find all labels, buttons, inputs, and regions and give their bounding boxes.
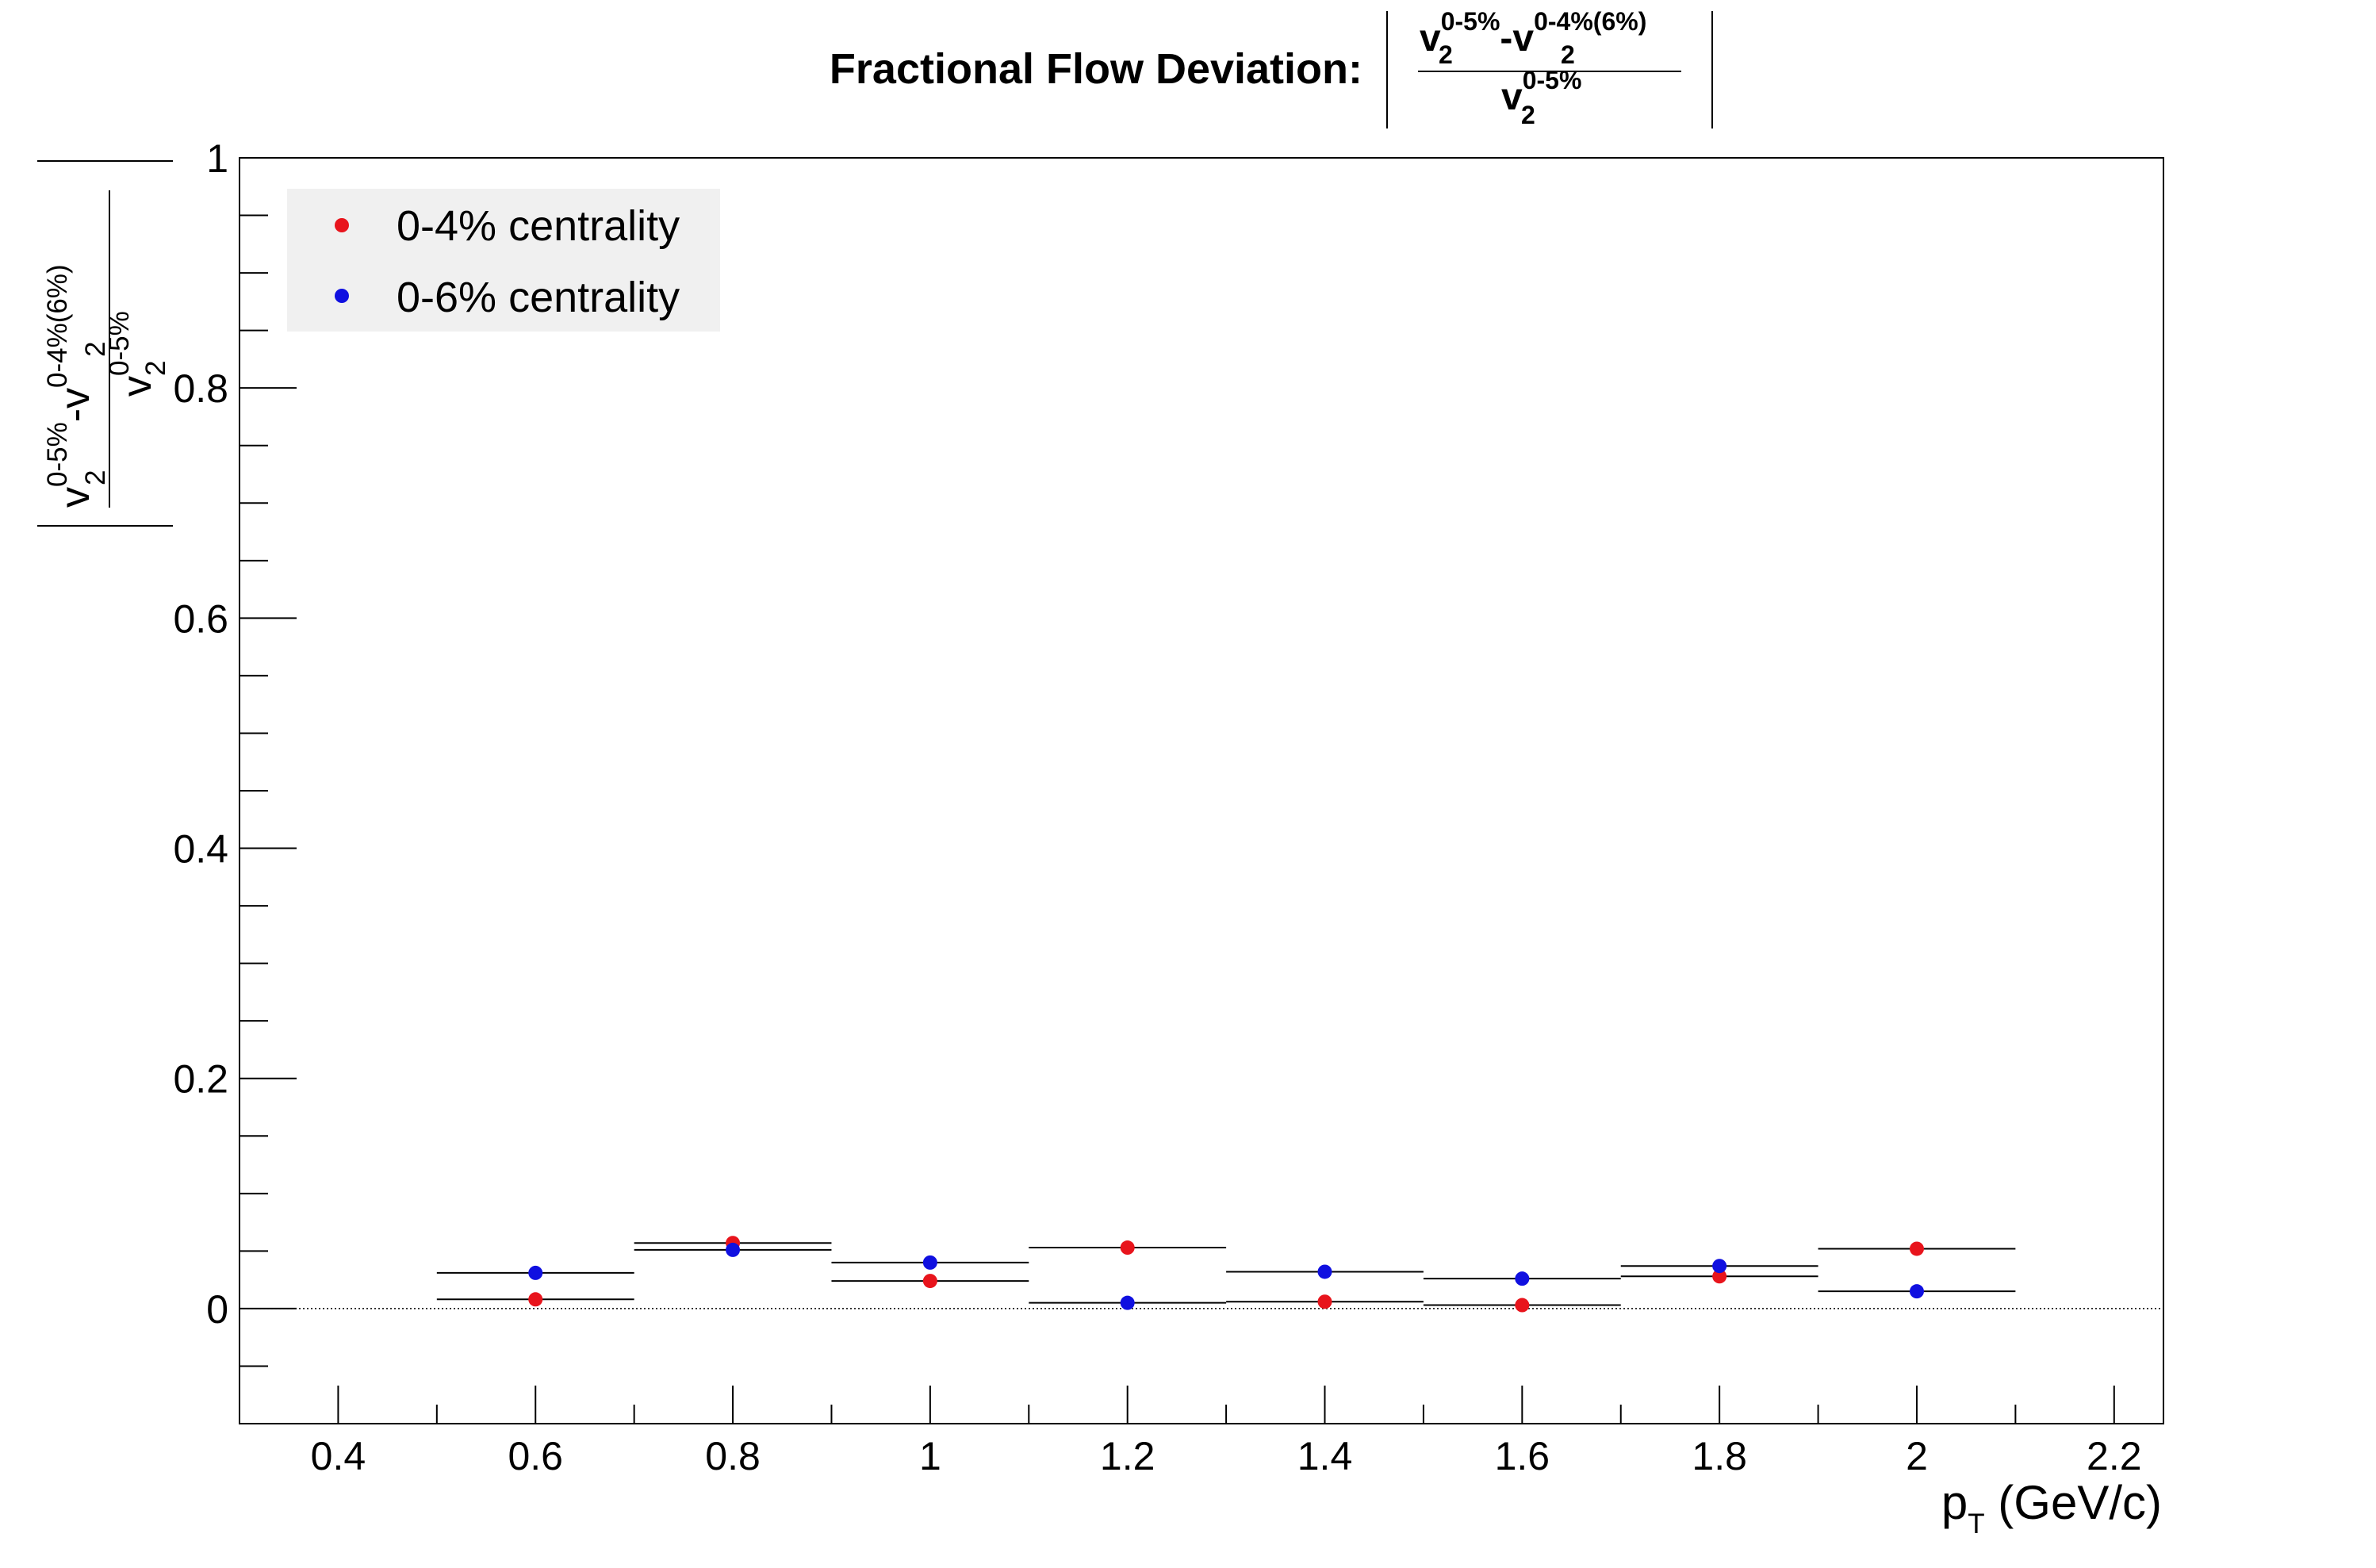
data-marks <box>436 1236 2016 1313</box>
data-point <box>1909 1284 1924 1299</box>
data-point <box>1317 1264 1332 1279</box>
series-0-6-centrality <box>436 1242 2016 1310</box>
y-tick-label: 0.2 <box>173 1057 228 1102</box>
data-point <box>1515 1271 1530 1286</box>
x-tick-label: 1.4 <box>1297 1434 1353 1478</box>
x-tick-label: 1.6 <box>1495 1434 1550 1478</box>
data-point <box>528 1292 543 1307</box>
data-point <box>1317 1294 1332 1309</box>
legend: 0-4% centrality 0-6% centrality <box>287 189 720 332</box>
y-tick-label: 0.8 <box>173 366 228 411</box>
title-numerator: v0-5%-v0-4%(6%) <box>1420 7 1646 59</box>
legend-marker-0-6 <box>335 289 349 303</box>
legend-label-0-4: 0-4% centrality <box>397 202 680 250</box>
data-point <box>1909 1241 1924 1256</box>
x-tick-label: 2.2 <box>2087 1434 2142 1478</box>
ylabel-numerator: v0-5%-v0-4%(6%) <box>42 264 98 508</box>
title-num-sub1: 2 <box>1439 40 1453 69</box>
title-num-sub2: 2 <box>1561 40 1575 69</box>
data-point <box>1515 1298 1530 1313</box>
y-tick-label: 0 <box>206 1287 228 1332</box>
legend-label-0-6: 0-6% centrality <box>397 274 680 321</box>
axis-ticks: 0.4 0.6 0.8 1 1.2 1.4 1.6 1.8 2 2.2 0 0.2 0.4 0.6 0.8 1 <box>173 136 2141 1478</box>
x-axis-title: pT (GeV/c) <box>1941 1476 2162 1539</box>
title-denominator: v0-5% <box>1501 66 1581 118</box>
data-point <box>726 1242 741 1257</box>
data-point <box>1712 1269 1727 1284</box>
x-tick-label: 1 <box>919 1434 941 1478</box>
data-point <box>528 1265 543 1280</box>
data-point <box>1120 1240 1135 1256</box>
legend-marker-0-4 <box>335 218 349 232</box>
x-tick-label: 1.2 <box>1100 1434 1155 1478</box>
ylabel-num-sub2: 2 <box>80 342 111 357</box>
data-point <box>1712 1259 1727 1274</box>
title-prefix: Fractional Flow Deviation: <box>830 45 1362 93</box>
data-point <box>922 1255 937 1270</box>
data-point <box>922 1274 937 1289</box>
x-tick-label: 1.8 <box>1692 1434 1747 1478</box>
ylabel-num-sub1: 2 <box>80 470 111 485</box>
ylabel-den-sub: 2 <box>140 361 171 376</box>
y-axis-label: v0-5%-v0-4%(6%) 2 2 v0-5% 2 <box>37 160 173 527</box>
x-tick-label: 0.8 <box>705 1434 761 1478</box>
series-0-4-centrality <box>436 1236 2016 1313</box>
y-tick-label: 0.4 <box>173 827 228 872</box>
ylabel-denominator: v0-5% <box>104 311 160 397</box>
x-tick-label: 2 <box>1906 1434 1928 1478</box>
title-den-sub: 2 <box>1521 101 1535 129</box>
x-tick-label: 0.6 <box>508 1434 563 1478</box>
chart-title: Fractional Flow Deviation: v0-5%-v0-4%(6… <box>830 7 1713 129</box>
legend-box <box>287 189 720 332</box>
y-tick-label: 1 <box>206 136 228 181</box>
x-tick-label: 0.4 <box>311 1434 366 1478</box>
data-point <box>1120 1295 1135 1310</box>
y-tick-label: 0.6 <box>173 596 228 641</box>
